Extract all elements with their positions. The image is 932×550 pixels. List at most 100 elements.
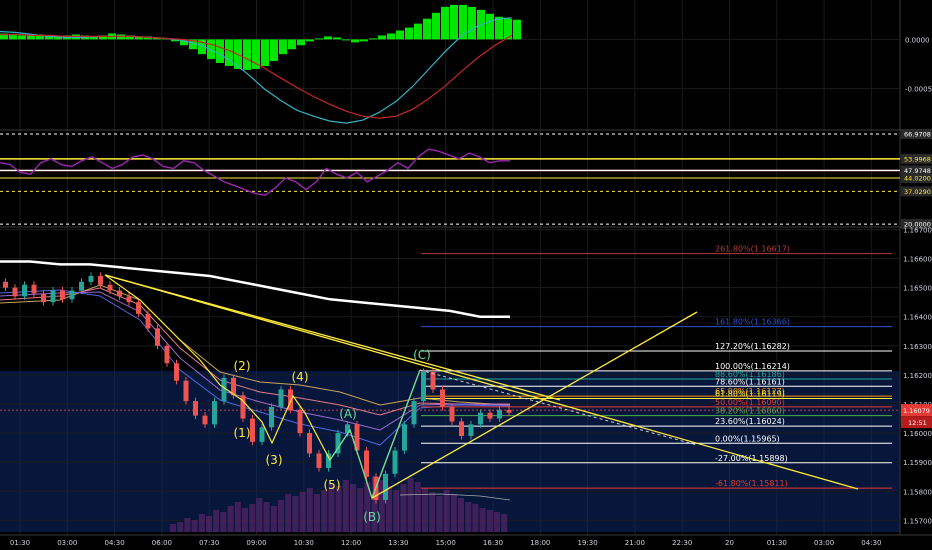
candle-body <box>497 409 502 419</box>
candle-body <box>383 473 388 500</box>
volume-bar <box>270 506 277 532</box>
macd-histogram-bar <box>468 6 476 40</box>
candle-body <box>88 276 94 282</box>
candle-body <box>288 389 293 410</box>
fib-level-label: 38.20%(1.16060) <box>715 407 785 416</box>
price-tick-label: 1.16300 <box>903 343 932 351</box>
macd-tick-label: 0.0000 <box>905 36 930 44</box>
candle-body <box>69 290 75 300</box>
volume-bar <box>458 498 464 532</box>
macd-histogram-bar <box>315 38 323 40</box>
price-tick-label: 1.16700 <box>903 226 932 234</box>
current-price-badge <box>901 404 932 417</box>
wave-label: (A) <box>339 407 357 421</box>
macd-histogram-bar <box>450 4 458 40</box>
rsi-level-badge <box>901 219 932 230</box>
price-tick-label: 1.16600 <box>903 256 932 264</box>
elliott-wave-line <box>104 274 221 386</box>
volume-bar <box>371 476 378 532</box>
macd-histogram-bar <box>0 33 8 40</box>
volume-bar <box>306 488 313 532</box>
candle-body <box>50 290 56 303</box>
candle-body <box>259 427 265 442</box>
volume-bar <box>501 514 508 532</box>
macd-histogram-bar <box>189 39 197 50</box>
volume-bar <box>278 500 284 532</box>
rsi-level-badge <box>901 173 932 184</box>
fib-level-label: 65.00%(1.16127) <box>715 387 785 396</box>
macd-histogram-bar <box>18 35 26 40</box>
x-tick-label: 12:00 <box>341 539 361 547</box>
x-tick-label: 20 <box>725 539 734 547</box>
x-tick-label: 07:30 <box>199 539 219 547</box>
volume-bar <box>450 494 457 532</box>
macd-histogram-bar <box>225 39 233 66</box>
volume-bar <box>314 494 320 532</box>
candle-body <box>117 290 122 297</box>
candle-body <box>326 453 331 468</box>
macd-histogram-bar <box>198 39 206 55</box>
macd-histogram-bar <box>378 35 386 40</box>
macd-histogram-bar <box>432 12 440 40</box>
macd-histogram-bar <box>405 27 413 40</box>
macd-histogram-bar <box>387 33 395 40</box>
wave-label: (B) <box>363 510 381 524</box>
volume-bar <box>328 484 335 532</box>
rsi-level-label: 53.9968 <box>904 155 931 163</box>
candle-body <box>31 284 37 294</box>
macd-histogram-bar <box>90 36 98 40</box>
x-tick-label: 22:30 <box>672 539 692 547</box>
volume-bar <box>486 510 493 532</box>
candle-body <box>468 424 474 436</box>
x-tick-label: 15:00 <box>436 539 456 547</box>
macd-histogram-bar <box>324 36 332 40</box>
macd-tick-label: -0.0005 <box>905 86 932 94</box>
rsi-level-label: 37.0290 <box>904 188 931 196</box>
x-tick-label: 21:00 <box>625 539 645 547</box>
fib-level-label: 50.00%(1.16090) <box>715 398 785 407</box>
volume-bar <box>213 510 220 532</box>
x-tick-label: 06:00 <box>152 539 172 547</box>
x-tick-label: 03:00 <box>814 539 834 547</box>
volume-bar <box>429 492 436 532</box>
wave-label: (C) <box>413 348 431 362</box>
corrective-wave-line <box>329 369 421 500</box>
volume-bar <box>472 504 479 532</box>
candle-body <box>240 395 246 419</box>
macd-histogram-bar <box>396 30 404 40</box>
candle-body <box>364 450 369 477</box>
fib-level-label: 261.80%(1.16617) <box>715 245 790 254</box>
price-tick-label: 1.16000 <box>903 430 932 438</box>
volume-bar <box>242 508 248 532</box>
rsi-level-badge <box>901 128 932 139</box>
volume-bar <box>414 482 421 532</box>
candle-body <box>136 302 141 314</box>
volume-bar <box>184 518 191 532</box>
candle-body <box>421 372 426 402</box>
candle-body <box>98 276 103 285</box>
macd-histogram-bar <box>135 36 143 40</box>
x-tick-label: 03:00 <box>57 539 77 547</box>
macd-histogram-bar <box>333 37 341 40</box>
x-tick-label: 01:30 <box>767 539 787 547</box>
candle-body <box>354 424 360 451</box>
candle-body <box>345 424 350 434</box>
countdown-label: 12:51 <box>908 419 927 427</box>
candle-body <box>221 377 227 402</box>
macd-histogram-bar <box>252 39 260 69</box>
x-tick-label: 04:30 <box>105 539 125 547</box>
macd-line <box>0 17 512 124</box>
candle-body <box>193 401 198 416</box>
volume-bar <box>494 512 500 532</box>
candle-body <box>278 389 284 407</box>
x-tick-label: 10:30 <box>294 539 314 547</box>
candle-body <box>307 433 312 454</box>
volume-bar <box>407 478 414 532</box>
trend-line <box>104 274 859 490</box>
macd-histogram-bar <box>36 34 44 40</box>
wave-label: (2) <box>234 359 251 373</box>
macd-histogram-bar <box>9 34 17 40</box>
moving-average-line <box>0 289 511 446</box>
volume-bar <box>393 490 400 532</box>
x-tick-label: 19:30 <box>578 539 598 547</box>
